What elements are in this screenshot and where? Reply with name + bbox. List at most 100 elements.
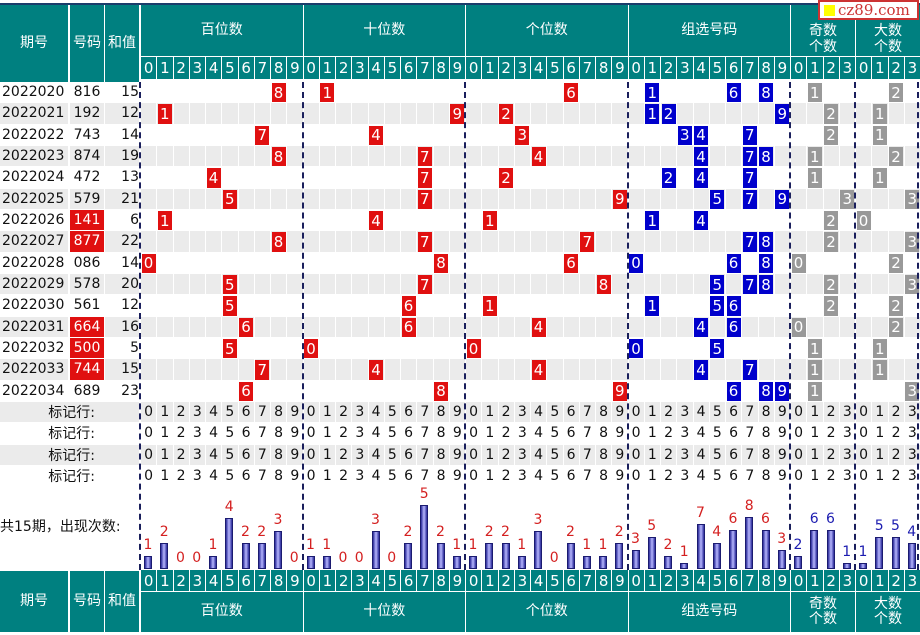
mark-row-digit[interactable]: 0: [628, 444, 644, 465]
mark-row-digit[interactable]: 9: [452, 468, 462, 485]
mark-row-digit[interactable]: 8: [599, 425, 609, 442]
mark-row-digit[interactable]: 7: [254, 444, 270, 465]
mark-row-digit[interactable]: 1: [160, 468, 170, 485]
mark-row-digit[interactable]: 6: [404, 425, 414, 442]
mark-row-digit[interactable]: 9: [287, 401, 303, 423]
mark-row-digit[interactable]: 9: [452, 425, 462, 442]
mark-row-digit[interactable]: 2: [176, 468, 186, 485]
mark-row-digit[interactable]: 0: [631, 425, 641, 442]
mark-row-digit[interactable]: 6: [401, 401, 417, 423]
mark-row-digit[interactable]: 7: [257, 425, 267, 442]
mark-row-digit[interactable]: 9: [777, 425, 787, 442]
mark-row-digit[interactable]: 3: [677, 401, 693, 423]
mark-row-digit[interactable]: 9: [287, 444, 303, 465]
mark-row-digit[interactable]: 8: [271, 444, 287, 465]
mark-row-digit[interactable]: 1: [807, 444, 823, 465]
mark-row-digit[interactable]: 6: [238, 444, 254, 465]
mark-row-digit[interactable]: 4: [368, 444, 384, 465]
mark-row-digit[interactable]: 1: [644, 401, 660, 423]
mark-row-digit[interactable]: 5: [547, 401, 563, 423]
mark-row-digit[interactable]: 3: [517, 425, 527, 442]
mark-row-digit[interactable]: 3: [907, 425, 917, 442]
mark-row-digit[interactable]: 8: [599, 468, 609, 485]
mark-row-digit[interactable]: 4: [693, 401, 709, 423]
mark-row-digit[interactable]: 3: [677, 444, 693, 465]
mark-row-digit[interactable]: 3: [355, 468, 365, 485]
mark-row-digit[interactable]: 7: [420, 468, 430, 485]
mark-row-digit[interactable]: 1: [322, 425, 332, 442]
mark-row-digit[interactable]: 4: [209, 468, 219, 485]
mark-row-digit[interactable]: 4: [206, 444, 222, 465]
mark-row-digit[interactable]: 1: [157, 444, 173, 465]
mark-row-digit[interactable]: 4: [696, 468, 706, 485]
mark-row-digit[interactable]: 1: [319, 444, 335, 465]
mark-row-digit[interactable]: 3: [189, 401, 205, 423]
mark-row-digit[interactable]: 0: [859, 425, 869, 442]
mark-row-digit[interactable]: 1: [482, 401, 498, 423]
mark-row-digit[interactable]: 2: [498, 444, 514, 465]
mark-row-digit[interactable]: 0: [791, 401, 807, 423]
mark-row-digit[interactable]: 3: [514, 444, 530, 465]
mark-row-digit[interactable]: 0: [469, 425, 479, 442]
mark-row-digit[interactable]: 2: [891, 425, 901, 442]
mark-row-digit[interactable]: 2: [888, 444, 904, 465]
mark-row-digit[interactable]: 4: [696, 425, 706, 442]
mark-row-digit[interactable]: 7: [582, 425, 592, 442]
mark-row-digit[interactable]: 2: [501, 425, 511, 442]
mark-row-digit[interactable]: 8: [274, 425, 284, 442]
mark-row-digit[interactable]: 3: [842, 425, 852, 442]
mark-row-digit[interactable]: 8: [433, 401, 449, 423]
mark-row-digit[interactable]: 3: [904, 444, 920, 465]
mark-row-digit[interactable]: 0: [144, 425, 154, 442]
mark-row-digit[interactable]: 7: [254, 401, 270, 423]
mark-row-digit[interactable]: 1: [485, 468, 495, 485]
mark-row-digit[interactable]: 1: [872, 401, 888, 423]
mark-row-digit[interactable]: 0: [856, 444, 872, 465]
mark-row-digit[interactable]: 2: [173, 401, 189, 423]
mark-row-digit[interactable]: 4: [531, 444, 547, 465]
mark-row-digit[interactable]: 6: [241, 425, 251, 442]
mark-row-digit[interactable]: 1: [875, 468, 885, 485]
mark-row-digit[interactable]: 6: [726, 401, 742, 423]
mark-row-digit[interactable]: 6: [563, 401, 579, 423]
mark-row-digit[interactable]: 5: [225, 425, 235, 442]
mark-row-digit[interactable]: 9: [777, 468, 787, 485]
mark-row-digit[interactable]: 0: [631, 468, 641, 485]
mark-row-digit[interactable]: 0: [466, 444, 482, 465]
mark-row-digit[interactable]: 7: [257, 468, 267, 485]
mark-row-digit[interactable]: 6: [566, 468, 576, 485]
mark-row-digit[interactable]: 5: [384, 444, 400, 465]
mark-row-digit[interactable]: 2: [336, 401, 352, 423]
mark-row-digit[interactable]: 5: [387, 425, 397, 442]
mark-row-digit[interactable]: 3: [189, 444, 205, 465]
mark-row-digit[interactable]: 7: [582, 468, 592, 485]
mark-row-digit[interactable]: 0: [856, 401, 872, 423]
mark-row-digit[interactable]: 9: [612, 401, 628, 423]
mark-row-digit[interactable]: 5: [709, 444, 725, 465]
mark-row-digit[interactable]: 3: [355, 425, 365, 442]
mark-row-digit[interactable]: 8: [761, 425, 771, 442]
mark-row-digit[interactable]: 0: [306, 425, 316, 442]
mark-row-digit[interactable]: 1: [485, 425, 495, 442]
mark-row-digit[interactable]: 9: [774, 401, 790, 423]
mark-row-digit[interactable]: 2: [339, 468, 349, 485]
mark-row-digit[interactable]: 6: [729, 468, 739, 485]
mark-row-digit[interactable]: 7: [742, 444, 758, 465]
mark-row-digit[interactable]: 2: [336, 444, 352, 465]
mark-row-digit[interactable]: 2: [339, 425, 349, 442]
mark-row-digit[interactable]: 0: [859, 468, 869, 485]
mark-row-digit[interactable]: 5: [550, 425, 560, 442]
mark-row-digit[interactable]: 4: [371, 425, 381, 442]
mark-row-digit[interactable]: 2: [661, 401, 677, 423]
mark-row-digit[interactable]: 9: [615, 425, 625, 442]
mark-row-digit[interactable]: 1: [157, 401, 173, 423]
mark-row-digit[interactable]: 8: [761, 468, 771, 485]
mark-row-digit[interactable]: 2: [823, 401, 839, 423]
mark-row-digit[interactable]: 0: [794, 468, 804, 485]
mark-row-digit[interactable]: 3: [839, 401, 855, 423]
mark-row-digit[interactable]: 8: [274, 468, 284, 485]
mark-row-digit[interactable]: 0: [141, 401, 157, 423]
mark-row-digit[interactable]: 4: [531, 401, 547, 423]
mark-row-digit[interactable]: 1: [875, 425, 885, 442]
mark-row-digit[interactable]: 9: [449, 401, 465, 423]
